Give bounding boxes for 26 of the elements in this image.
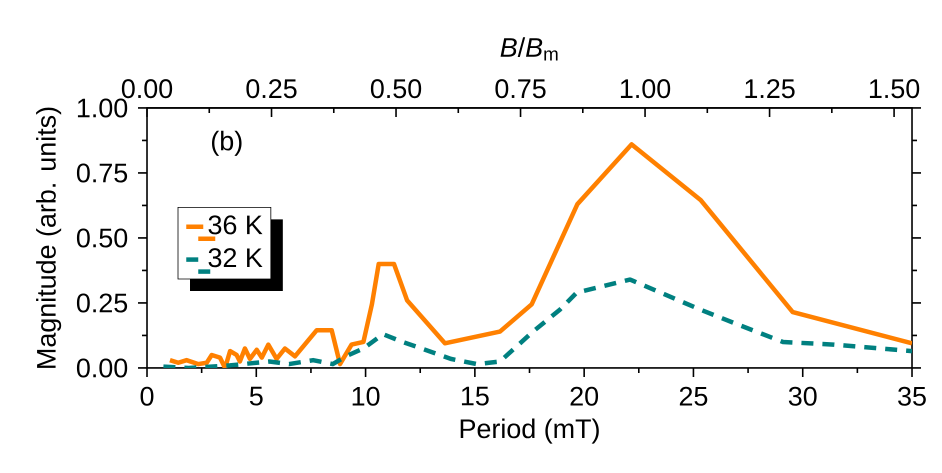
y-tick-label: 0.25 [76,293,128,313]
x2-tick-label: 1.50 [870,79,920,98]
x2-tick-label: 0.00 [122,79,172,98]
annotation: (b) [212,130,242,156]
x2-tick-label: 0.25 [246,79,297,98]
x2-tick-label: 0.50 [370,79,422,98]
x-tick-label: 30 [788,386,817,406]
x-tick-label: 10 [352,386,380,406]
y-axis-title: Magnitude (arb. units) [36,108,62,368]
legend-label: 36 K [208,215,263,234]
x-tick-label: 20 [570,386,598,406]
y-tick-label: 0.00 [76,358,128,378]
x2-axis-title: B/B$_{m}$ [500,37,558,60]
x2-tick-label: 1.25 [745,79,795,98]
x-axis-title: Period (mT) [460,418,599,444]
x2-tick-label: 1.00 [620,79,670,98]
x-tick-label: 35 [898,386,926,406]
x-tick-label: 0 [140,386,154,406]
legend-label: 32 K [208,248,263,268]
y-tick-label: 0.50 [76,228,128,248]
y-tick-label: 0.75 [76,163,128,183]
x-tick-label: 15 [462,386,489,406]
x-tick-label: 5 [250,386,263,406]
x2-tick-label: 0.75 [495,79,546,98]
y-tick-label: 1.00 [78,98,128,118]
x-tick-label: 25 [680,386,708,406]
